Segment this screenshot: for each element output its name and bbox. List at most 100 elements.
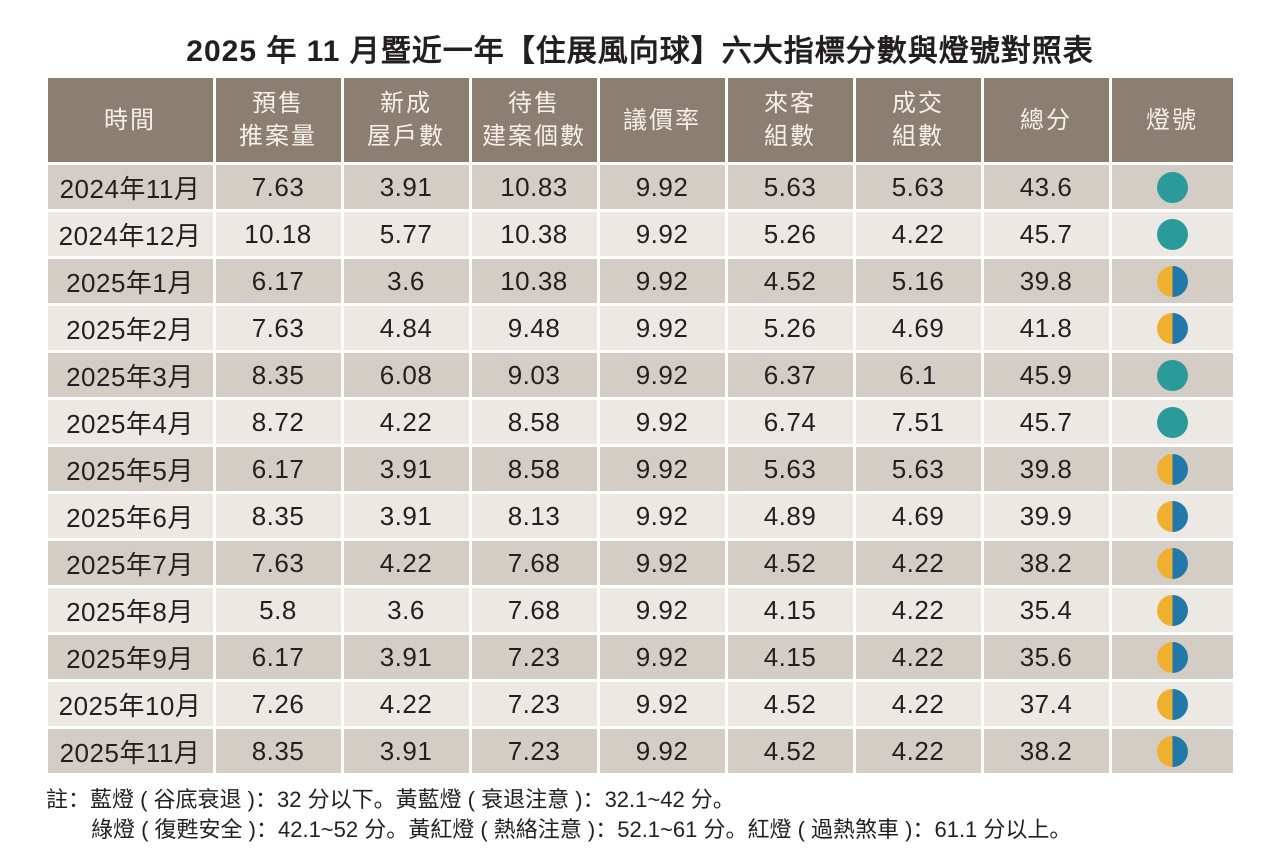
cell-light-signal xyxy=(1111,635,1233,679)
cell-light-signal xyxy=(1111,259,1233,303)
cell-negotiation-rate: 9.92 xyxy=(599,541,725,585)
cell-new-house-count: 3.91 xyxy=(343,165,469,209)
yellow-blue-light-indicator xyxy=(1156,642,1188,674)
cell-total-score: 39.8 xyxy=(983,259,1109,303)
yellow-blue-light-indicator xyxy=(1156,313,1188,345)
table-row: 2025年7月 7.63 4.22 7.68 9.92 4.52 4.22 38… xyxy=(47,541,1233,585)
cell-visitor-groups: 5.26 xyxy=(727,212,853,256)
cell-new-house-count: 6.08 xyxy=(343,353,469,397)
cell-time: 2024年12月 xyxy=(47,212,213,256)
cell-total-score: 35.6 xyxy=(983,635,1109,679)
cell-time: 2025年9月 xyxy=(47,635,213,679)
cell-negotiation-rate: 9.92 xyxy=(599,729,725,773)
cell-new-house-count: 4.22 xyxy=(343,682,469,726)
cell-visitor-groups: 6.74 xyxy=(727,400,853,444)
cell-visitor-groups: 4.15 xyxy=(727,588,853,632)
cell-new-house-count: 3.6 xyxy=(343,259,469,303)
table-body: 2024年11月 7.63 3.91 10.83 9.92 5.63 5.63 … xyxy=(47,165,1233,773)
cell-negotiation-rate: 9.92 xyxy=(599,494,725,538)
cell-total-score: 37.4 xyxy=(983,682,1109,726)
table-row: 2025年10月 7.26 4.22 7.23 9.92 4.52 4.22 3… xyxy=(47,682,1233,726)
table-row: 2025年9月 6.17 3.91 7.23 9.92 4.15 4.22 35… xyxy=(47,635,1233,679)
cell-time: 2025年3月 xyxy=(47,353,213,397)
header-row: 時間 預售 推案量 新成 屋戶數 待售 建案個數 議價率 來客 組數 成交 組數… xyxy=(47,78,1233,162)
cell-visitor-groups: 6.37 xyxy=(727,353,853,397)
cell-forsale-projects: 10.38 xyxy=(471,212,597,256)
cell-presale-volume: 10.18 xyxy=(215,212,341,256)
cell-presale-volume: 8.35 xyxy=(215,494,341,538)
cell-new-house-count: 4.22 xyxy=(343,400,469,444)
cell-forsale-projects: 7.68 xyxy=(471,541,597,585)
col-header-negotiation-rate: 議價率 xyxy=(599,78,725,162)
table-row: 2024年11月 7.63 3.91 10.83 9.92 5.63 5.63 … xyxy=(47,165,1233,209)
cell-forsale-projects: 8.58 xyxy=(471,447,597,491)
cell-light-signal xyxy=(1111,353,1233,397)
cell-time: 2024年11月 xyxy=(47,165,213,209)
table-row: 2025年6月 8.35 3.91 8.13 9.92 4.89 4.69 39… xyxy=(47,494,1233,538)
cell-negotiation-rate: 9.92 xyxy=(599,447,725,491)
footnote-line-2: 綠燈 ( 復甦安全 )：42.1~52 分。黃紅燈 ( 熱絡注意 )：52.1~… xyxy=(91,817,1072,842)
cell-negotiation-rate: 9.92 xyxy=(599,306,725,350)
cell-total-score: 39.9 xyxy=(983,494,1109,538)
green-light-indicator xyxy=(1156,407,1188,439)
cell-visitor-groups: 4.52 xyxy=(727,682,853,726)
yellow-blue-light-indicator xyxy=(1156,548,1188,580)
cell-forsale-projects: 8.58 xyxy=(471,400,597,444)
cell-deal-groups: 4.22 xyxy=(855,682,981,726)
cell-time: 2025年7月 xyxy=(47,541,213,585)
table-row: 2025年1月 6.17 3.6 10.38 9.92 4.52 5.16 39… xyxy=(47,259,1233,303)
col-header-total-score: 總分 xyxy=(983,78,1109,162)
yellow-blue-light-indicator xyxy=(1156,454,1188,486)
cell-light-signal xyxy=(1111,400,1233,444)
yellow-blue-light-indicator xyxy=(1156,595,1188,627)
cell-time: 2025年1月 xyxy=(47,259,213,303)
yellow-blue-light-indicator xyxy=(1156,501,1188,533)
cell-deal-groups: 4.69 xyxy=(855,494,981,538)
cell-time: 2025年4月 xyxy=(47,400,213,444)
col-header-new-house-count: 新成 屋戶數 xyxy=(343,78,469,162)
cell-light-signal xyxy=(1111,729,1233,773)
cell-negotiation-rate: 9.92 xyxy=(599,165,725,209)
col-header-light-signal: 燈號 xyxy=(1111,78,1233,162)
yellow-blue-light-indicator xyxy=(1156,266,1188,298)
col-header-deal-groups: 成交 組數 xyxy=(855,78,981,162)
cell-light-signal xyxy=(1111,447,1233,491)
cell-light-signal xyxy=(1111,682,1233,726)
yellow-blue-light-indicator xyxy=(1156,736,1188,768)
table-header: 時間 預售 推案量 新成 屋戶數 待售 建案個數 議價率 來客 組數 成交 組數… xyxy=(47,78,1233,162)
col-header-presale-volume: 預售 推案量 xyxy=(215,78,341,162)
col-header-time: 時間 xyxy=(47,78,213,162)
table-row: 2025年11月 8.35 3.91 7.23 9.92 4.52 4.22 3… xyxy=(47,729,1233,773)
col-header-forsale-projects: 待售 建案個數 xyxy=(471,78,597,162)
cell-forsale-projects: 7.23 xyxy=(471,682,597,726)
table-row: 2025年2月 7.63 4.84 9.48 9.92 5.26 4.69 41… xyxy=(47,306,1233,350)
cell-negotiation-rate: 9.92 xyxy=(599,635,725,679)
page-title: 2025 年 11 月暨近一年【住展風向球】六大指標分數與燈號對照表 xyxy=(186,35,1094,68)
cell-presale-volume: 7.63 xyxy=(215,165,341,209)
cell-presale-volume: 6.17 xyxy=(215,259,341,303)
cell-presale-volume: 6.17 xyxy=(215,635,341,679)
cell-total-score: 39.8 xyxy=(983,447,1109,491)
cell-deal-groups: 6.1 xyxy=(855,353,981,397)
cell-forsale-projects: 7.23 xyxy=(471,635,597,679)
cell-new-house-count: 4.84 xyxy=(343,306,469,350)
cell-negotiation-rate: 9.92 xyxy=(599,588,725,632)
cell-negotiation-rate: 9.92 xyxy=(599,212,725,256)
cell-presale-volume: 7.63 xyxy=(215,306,341,350)
green-light-indicator xyxy=(1156,172,1188,204)
cell-new-house-count: 3.91 xyxy=(343,494,469,538)
cell-new-house-count: 5.77 xyxy=(343,212,469,256)
cell-deal-groups: 5.63 xyxy=(855,447,981,491)
cell-forsale-projects: 7.68 xyxy=(471,588,597,632)
cell-light-signal xyxy=(1111,541,1233,585)
footnote-line-1: 註：藍燈 ( 谷底衰退 )：32 分以下。黃藍燈 ( 衰退注意 )：32.1~4… xyxy=(46,787,735,812)
cell-light-signal xyxy=(1111,588,1233,632)
cell-new-house-count: 4.22 xyxy=(343,541,469,585)
cell-visitor-groups: 4.52 xyxy=(727,729,853,773)
cell-deal-groups: 4.22 xyxy=(855,588,981,632)
cell-light-signal xyxy=(1111,165,1233,209)
cell-total-score: 45.7 xyxy=(983,400,1109,444)
cell-forsale-projects: 10.38 xyxy=(471,259,597,303)
footnotes: 註：藍燈 ( 谷底衰退 )：32 分以下。黃藍燈 ( 衰退注意 )：32.1~4… xyxy=(46,785,1280,845)
cell-deal-groups: 4.22 xyxy=(855,635,981,679)
